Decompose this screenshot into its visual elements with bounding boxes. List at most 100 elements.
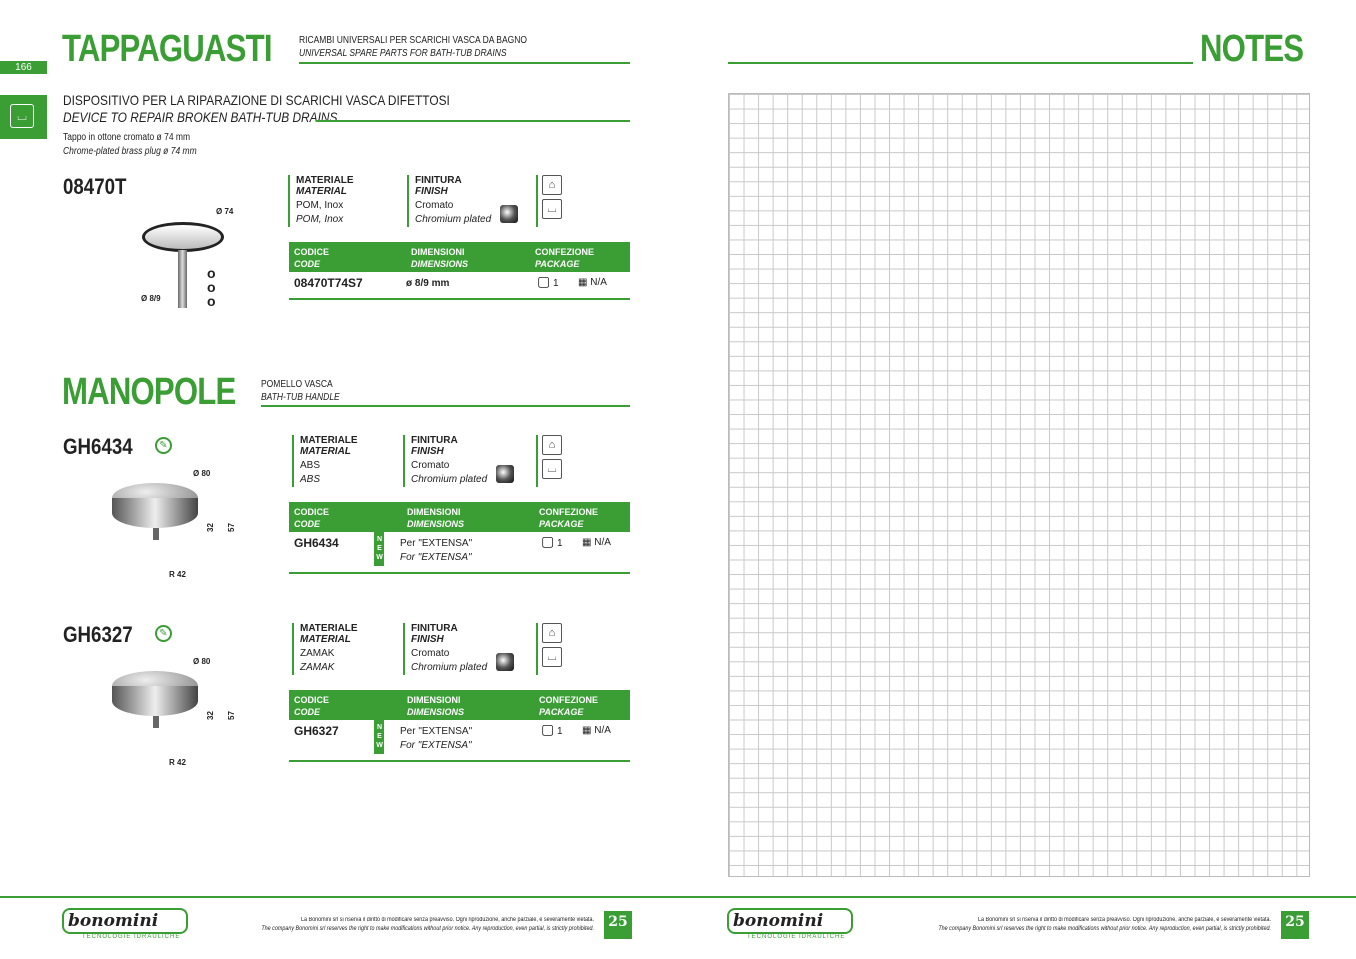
- dimension-label: R 42: [169, 758, 186, 767]
- device-title-en: DEVICE TO REPAIR BROKEN BATH-TUB DRAINS: [63, 109, 338, 125]
- table-header: CODICE CODE DIMENSIONI DIMENSIONS CONFEZIO…: [289, 242, 630, 272]
- handle-pin: [153, 528, 159, 540]
- bonomini-logo: bonomini: [62, 908, 188, 934]
- new-badge-label: NEW: [376, 535, 383, 563]
- material-label: MATERIALE: [296, 175, 354, 186]
- logo-tagline: TECNOLOGIE IDRAULICHE: [82, 934, 181, 940]
- new-badge-label: NEW: [376, 723, 383, 751]
- col-code: CODICE CODE: [294, 507, 330, 529]
- table-header: CODICE CODE DIMENSIONI DIMENSIONS CONFEZIO…: [289, 690, 630, 720]
- pallet-icon: ▦: [578, 277, 588, 288]
- bonomini-logo: bonomini: [727, 908, 853, 934]
- box-icon: ▢: [541, 533, 555, 549]
- usage-icons: ⌂ ⌴: [536, 435, 562, 487]
- col-code: CODICE CODE: [294, 247, 330, 269]
- section-subtitle-en: UNIVERSAL SPARE PARTS FOR BATH-TUB DRAIN…: [299, 48, 507, 59]
- col-package: CONFEZIONE PACKAGE: [535, 247, 595, 269]
- col-package: CONFEZIONE PACKAGE: [539, 507, 599, 529]
- col-dimensions: DIMENSIONI DIMENSIONS: [411, 247, 469, 269]
- eco-leaf-icon: ✎: [155, 437, 172, 454]
- divider: [728, 62, 1193, 64]
- box-icon: ▢: [537, 273, 551, 289]
- eco-leaf-icon: ✎: [155, 625, 172, 642]
- material-value-en: ABS: [300, 474, 321, 485]
- section-subtitle-it: RICAMBI UNIVERSALI PER SCARICHI VASCA DA…: [299, 35, 527, 46]
- finish-block: FINITURA FINISH Cromato Chromium plated: [407, 175, 491, 227]
- notes-grid[interactable]: [728, 93, 1310, 877]
- material-block: MATERIALE MATERIAL ZAMAK ZAMAK: [292, 623, 358, 675]
- material-label-en: MATERIAL: [300, 634, 351, 645]
- col-dimensions: DIMENSIONI DIMENSIONS: [407, 695, 465, 717]
- dimension-label: 57: [226, 711, 236, 720]
- pallet-qty: ▦ N/A: [582, 537, 611, 548]
- product-code-title: 08470T: [63, 174, 127, 199]
- table-header: CODICE CODE DIMENSIONI DIMENSIONS CONFEZIO…: [289, 502, 630, 532]
- finish-value: Cromato: [415, 200, 454, 211]
- finish-label-en: FINISH: [411, 634, 444, 645]
- home-icon: ⌂: [542, 435, 562, 455]
- material-label: MATERIALE: [300, 435, 358, 446]
- row-divider: [289, 760, 630, 762]
- material-block: MATERIALE MATERIAL ABS ABS: [292, 435, 358, 487]
- col-code: CODICE CODE: [294, 695, 330, 717]
- device-title-it: DISPOSITIVO PER LA RIPARAZIONE DI SCARIC…: [63, 92, 450, 108]
- pallet-icon: ▦: [582, 537, 592, 548]
- bathtub-icon: ⌴: [542, 199, 562, 219]
- footer-notice: La Bonomini srl si riserva il diritto di…: [261, 917, 594, 932]
- product-code-title: GH6434: [63, 434, 133, 459]
- divider: [261, 405, 630, 407]
- chrome-finish-swatch: [500, 205, 518, 223]
- row-divider: [289, 572, 630, 574]
- finish-value-en: Chromium plated: [411, 662, 488, 673]
- dimension-label: 57: [226, 523, 236, 532]
- chrome-finish-swatch: [496, 465, 514, 483]
- material-label-en: MATERIAL: [300, 446, 351, 457]
- footer-divider: [0, 896, 1356, 898]
- finish-label: FINITURA: [411, 623, 458, 634]
- finish-block: FINITURA FINISH Cromato Chromium plated: [403, 435, 487, 487]
- package-qty: ▢ 1: [537, 273, 559, 289]
- handle-pin: [153, 716, 159, 728]
- plug-image: [142, 222, 224, 252]
- row-code: 08470T74S7: [294, 276, 363, 290]
- finish-value-en: Chromium plated: [411, 474, 488, 485]
- bathtub-icon: ⌴: [542, 459, 562, 479]
- device-desc-it: Tappo in ottone cromato ø 74 mm: [63, 132, 191, 143]
- section2-subtitle-en: BATH-TUB HANDLE: [261, 392, 340, 403]
- bathtub-category-icon: ⌴: [0, 95, 47, 139]
- anniversary-badge: 25: [1281, 911, 1309, 939]
- package-qty: ▢ 1: [541, 721, 563, 737]
- handle-side: [112, 686, 198, 716]
- section2-subtitle-it: POMELLO VASCA: [261, 379, 333, 390]
- dimension-label: Ø 74: [216, 207, 234, 216]
- finish-label: FINITURA: [411, 435, 458, 446]
- dimension-label: R 42: [169, 570, 186, 579]
- material-block: MATERIALE MATERIAL POM, Inox POM, Inox: [288, 175, 354, 227]
- dimension-label: 32: [205, 711, 215, 720]
- finish-value-en: Chromium plated: [415, 214, 492, 225]
- divider: [316, 120, 630, 122]
- new-badge: NEW: [374, 720, 384, 754]
- col-dimensions: DIMENSIONI DIMENSIONS: [407, 507, 465, 529]
- box-icon: ▢: [541, 721, 555, 737]
- package-qty: ▢ 1: [541, 533, 563, 549]
- material-value-en: ZAMAK: [300, 662, 335, 673]
- material-value: ZAMAK: [300, 648, 335, 659]
- bathtub-icon: ⌴: [542, 647, 562, 667]
- logo-tagline: TECNOLOGIE IDRAULICHE: [747, 934, 846, 940]
- pallet-qty: ▦ N/A: [578, 277, 607, 288]
- finish-label-en: FINISH: [411, 446, 444, 457]
- chrome-finish-swatch: [496, 653, 514, 671]
- handle-side: [112, 498, 198, 528]
- row-code: GH6327: [294, 724, 339, 738]
- dimension-label: Ø 8/9: [141, 294, 161, 303]
- material-value: ABS: [300, 460, 321, 471]
- section-title-manopole: MANOPOLE: [62, 371, 236, 413]
- row-dimension: ø 8/9 mm: [406, 278, 450, 289]
- dimension-label: 32: [205, 523, 215, 532]
- device-desc-en: Chrome-plated brass plug ø 74 mm: [63, 146, 197, 157]
- usage-icons: ⌂ ⌴: [536, 623, 562, 675]
- material-label: MATERIALE: [300, 623, 358, 634]
- footer-notice: La Bonomini srl si riserva il diritto di…: [938, 917, 1271, 932]
- usage-icons: ⌂ ⌴: [536, 175, 562, 227]
